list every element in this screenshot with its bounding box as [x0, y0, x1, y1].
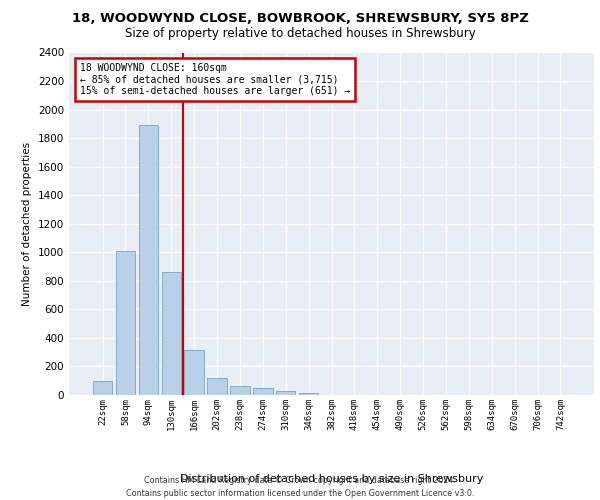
Bar [230, 386, 250, 395]
Text: 18, WOODWYND CLOSE, BOWBROOK, SHREWSBURY, SY5 8PZ: 18, WOODWYND CLOSE, BOWBROOK, SHREWSBURY… [71, 12, 529, 26]
Bar [116, 251, 135, 395]
Bar [139, 126, 158, 395]
X-axis label: Distribution of detached houses by size in Shrewsbury: Distribution of detached houses by size … [180, 474, 483, 484]
Bar [161, 272, 181, 395]
Bar [253, 388, 272, 395]
Bar [184, 350, 204, 395]
Text: 18 WOODWYND CLOSE: 160sqm
← 85% of detached houses are smaller (3,715)
15% of se: 18 WOODWYND CLOSE: 160sqm ← 85% of detac… [79, 63, 350, 96]
Y-axis label: Number of detached properties: Number of detached properties [22, 142, 32, 306]
Text: Size of property relative to detached houses in Shrewsbury: Size of property relative to detached ho… [125, 28, 475, 40]
Bar [299, 393, 319, 395]
Bar [276, 390, 295, 395]
Text: Contains HM Land Registry data © Crown copyright and database right 2024.
Contai: Contains HM Land Registry data © Crown c… [126, 476, 474, 498]
Bar [208, 378, 227, 395]
Bar [93, 382, 112, 395]
